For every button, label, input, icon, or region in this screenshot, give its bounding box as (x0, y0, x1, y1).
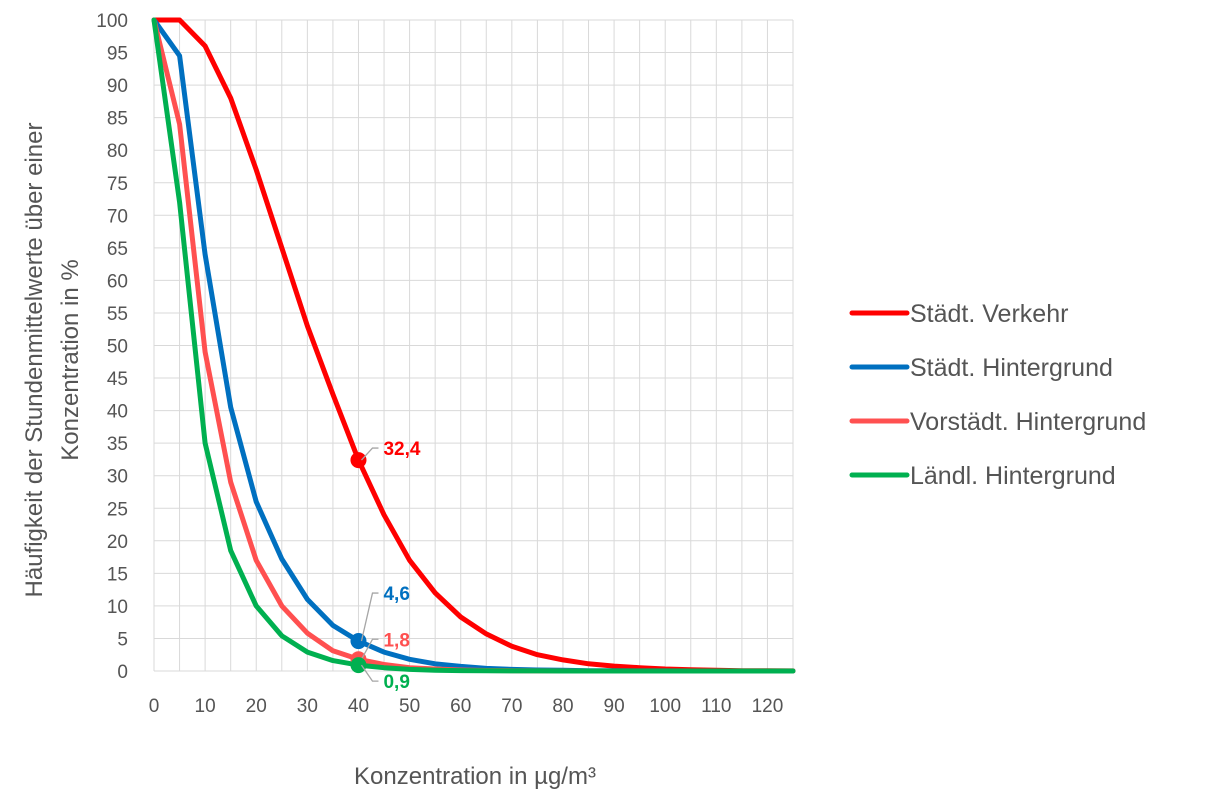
legend-label: Ländl. Hintergrund (910, 462, 1116, 490)
y-tick-label: 95 (107, 44, 128, 65)
y-tick-label: 60 (107, 271, 128, 292)
legend-label: Städt. Hintergrund (910, 354, 1113, 382)
x-axis-title: Konzentration in µg/m³ (354, 763, 596, 790)
annotation-leader (360, 592, 379, 642)
y-tick-label: 20 (107, 532, 128, 553)
annotation-marker (350, 452, 367, 469)
annotation-leader (361, 447, 379, 461)
annotation-marker (350, 657, 367, 674)
x-tick-label: 50 (399, 696, 420, 717)
y-tick-label: 25 (107, 499, 128, 520)
annotation-label: 4,6 (383, 584, 409, 605)
annotation-label: 1,8 (383, 630, 409, 651)
legend: Städt. Verkehr Städt. Hintergrund Vorstädt… (849, 300, 1146, 490)
x-tick-label: 40 (348, 696, 369, 717)
x-tick-label: 90 (604, 696, 625, 717)
x-tick-label: 0 (149, 696, 160, 717)
y-tick-label: 5 (117, 629, 128, 650)
y-tick-label: 15 (107, 564, 128, 585)
y-tick-label: 10 (107, 597, 128, 618)
y-axis-title: Häufigkeit der Stundenmittelwerte über e… (21, 123, 84, 598)
y-axis-title-line-1: Häufigkeit der Stundenmittelwerte über e… (21, 123, 48, 598)
x-tick-label: 100 (649, 696, 681, 717)
y-tick-label: 0 (117, 662, 128, 683)
series-line-l-ndl-hintergrund (151, 17, 796, 674)
y-tick-label: 80 (107, 141, 128, 162)
y-axis-title-line-2: Konzentration in % (57, 259, 84, 460)
legend-label: Vorstädt. Hintergrund (910, 408, 1146, 436)
y-tick-label: 40 (107, 402, 128, 423)
y-tick-label: 100 (96, 11, 128, 32)
series-lines (151, 17, 796, 674)
x-tick-label: 80 (552, 696, 573, 717)
x-tick-label: 120 (752, 696, 784, 717)
x-tick-label: 20 (246, 696, 267, 717)
y-tick-label: 65 (107, 239, 128, 260)
y-tick-label: 45 (107, 369, 128, 390)
x-tick-label: 110 (701, 696, 731, 717)
y-tick-label: 75 (107, 174, 128, 195)
y-tick-label: 55 (107, 304, 128, 325)
annotations: 32,4 4,6 1,8 0,9 (350, 439, 421, 693)
annotation-label: 32,4 (383, 439, 420, 460)
y-tick-label: 70 (107, 206, 128, 227)
annotation-label: 0,9 (383, 672, 409, 693)
legend-label: Städt. Verkehr (910, 300, 1068, 328)
x-tick-label: 10 (195, 696, 216, 717)
annotation-leader (360, 638, 379, 660)
annotation-marker (350, 633, 367, 650)
grid (153, 19, 794, 672)
axis-ticks: 0 10 20 30 40 50 60 70 80 90 100 110 120 0 5 10 15 20 25 30… (96, 11, 783, 717)
y-tick-label: 90 (107, 76, 128, 97)
x-tick-label: 70 (501, 696, 522, 717)
x-tick-label: 30 (297, 696, 318, 717)
y-tick-label: 35 (107, 434, 128, 455)
annotation-leader (360, 664, 379, 682)
x-tick-label: 60 (450, 696, 471, 717)
y-tick-label: 85 (107, 109, 128, 130)
y-tick-label: 50 (107, 337, 128, 358)
y-tick-label: 30 (107, 467, 128, 488)
